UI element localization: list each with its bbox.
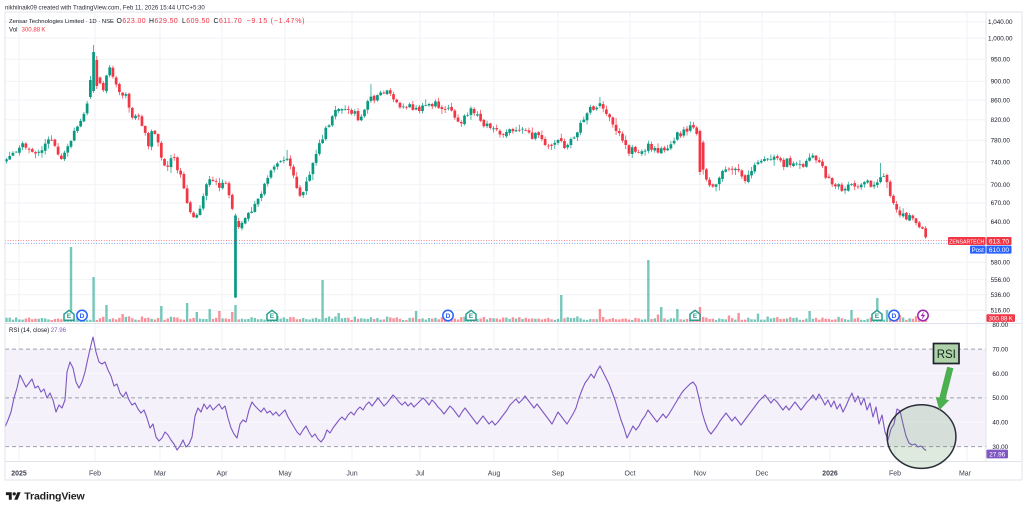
svg-text:D: D <box>446 313 451 320</box>
svg-text:2026: 2026 <box>822 471 838 478</box>
svg-text:950.00: 950.00 <box>991 57 1011 64</box>
svg-text:300.88 K: 300.88 K <box>989 316 1014 323</box>
svg-text:60.00: 60.00 <box>992 371 1008 378</box>
svg-text:ZENSARTECH: ZENSARTECH <box>949 240 984 246</box>
svg-text:Sep: Sep <box>552 471 565 478</box>
svg-text:70.00: 70.00 <box>992 346 1008 353</box>
svg-text:Nov: Nov <box>694 471 707 478</box>
svg-text:556.00: 556.00 <box>991 277 1011 284</box>
svg-text:E: E <box>270 313 275 320</box>
svg-text:536.00: 536.00 <box>991 292 1011 299</box>
svg-text:Jun: Jun <box>346 471 357 478</box>
svg-text:Oct: Oct <box>625 471 636 478</box>
svg-text:Zensar Technologies Limited ·: Zensar Technologies Limited · 1D · NSE <box>9 19 114 25</box>
svg-text:H629.50: H629.50 <box>149 18 178 25</box>
svg-text:610.00: 610.00 <box>989 247 1010 254</box>
svg-text:RSI: RSI <box>937 349 956 361</box>
svg-text:May: May <box>278 471 292 478</box>
svg-text:900.00: 900.00 <box>991 79 1011 86</box>
svg-text:580.00: 580.00 <box>991 260 1011 267</box>
svg-text:E: E <box>469 313 474 320</box>
svg-text:30.00: 30.00 <box>992 444 1008 451</box>
svg-text:1,000.00: 1,000.00 <box>988 35 1013 42</box>
svg-text:820.00: 820.00 <box>991 117 1011 124</box>
svg-text:1,040.00: 1,040.00 <box>988 19 1013 26</box>
svg-text:780.00: 780.00 <box>991 138 1011 145</box>
svg-text:700.00: 700.00 <box>991 182 1011 189</box>
svg-text:300.88 K: 300.88 K <box>22 26 46 33</box>
svg-text:27.96: 27.96 <box>51 327 67 334</box>
svg-text:Mar: Mar <box>959 471 972 478</box>
svg-text:nikhilnaik09 created with Trad: nikhilnaik09 created with TradingView.co… <box>5 4 205 11</box>
svg-text:L609.50: L609.50 <box>182 18 210 25</box>
svg-text:80.00: 80.00 <box>992 322 1008 329</box>
svg-text:27.96: 27.96 <box>989 452 1005 459</box>
svg-text:40.00: 40.00 <box>992 420 1008 427</box>
svg-text:E: E <box>693 313 698 320</box>
svg-text:Mar: Mar <box>154 471 167 478</box>
svg-text:Jul: Jul <box>416 471 425 478</box>
svg-text:TradingView: TradingView <box>24 491 85 503</box>
svg-text:Vol: Vol <box>9 26 17 33</box>
svg-text:C611.70: C611.70 <box>214 18 243 25</box>
svg-text:640.00: 640.00 <box>991 219 1011 226</box>
svg-text:Apr: Apr <box>217 471 229 478</box>
svg-text:O623.00: O623.00 <box>117 18 147 25</box>
svg-text:740.00: 740.00 <box>991 159 1011 166</box>
svg-text:613.70: 613.70 <box>989 239 1010 246</box>
svg-text:Feb: Feb <box>89 471 101 478</box>
svg-text:860.00: 860.00 <box>991 97 1011 104</box>
svg-text:D: D <box>892 313 897 320</box>
svg-text:2025: 2025 <box>11 471 27 478</box>
svg-text:Aug: Aug <box>488 471 501 478</box>
svg-text:50.00: 50.00 <box>992 395 1008 402</box>
svg-text:Post: Post <box>972 247 985 254</box>
svg-text:Feb: Feb <box>889 471 901 478</box>
svg-text:−9.15 (−1.47%): −9.15 (−1.47%) <box>247 18 306 25</box>
svg-text:Dec: Dec <box>756 471 769 478</box>
svg-text:E: E <box>67 313 72 320</box>
svg-text:516.00: 516.00 <box>991 308 1011 315</box>
svg-text:D: D <box>80 313 85 320</box>
svg-text:670.00: 670.00 <box>991 200 1011 207</box>
svg-text:E: E <box>875 313 880 320</box>
svg-text:RSI (14, close): RSI (14, close) <box>9 327 49 334</box>
